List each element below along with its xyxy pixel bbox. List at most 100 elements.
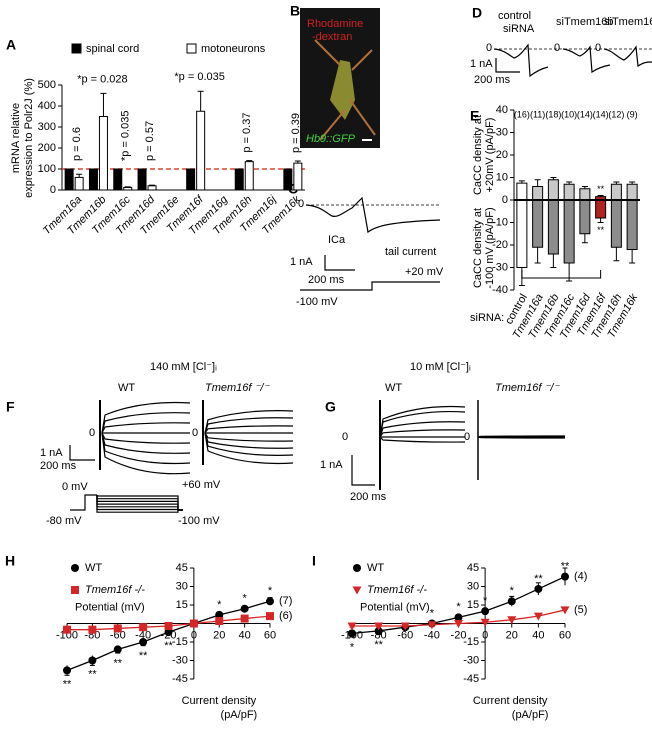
scale-bar	[495, 58, 520, 73]
voltage-step	[300, 281, 440, 291]
trace-label: 0	[554, 42, 560, 54]
y-tick-label: 45	[176, 562, 188, 574]
bar	[579, 199, 591, 235]
n-label: (11)	[530, 109, 545, 119]
voltage-protocol	[96, 495, 183, 511]
marker	[507, 597, 516, 606]
x-tick-label: 0	[482, 629, 488, 641]
x-axis-title: Potential (mV)	[75, 601, 145, 613]
marker	[348, 629, 356, 638]
scale-label: 200 ms	[474, 74, 511, 86]
trace	[204, 432, 294, 449]
trace	[204, 432, 294, 456]
significance: *	[483, 595, 488, 607]
scale-label: 1 nA	[40, 447, 63, 459]
trace	[101, 412, 191, 434]
bar	[244, 161, 254, 191]
panel-label: D	[472, 5, 482, 21]
condition-title: 10 mM [Cl⁻]ᵢ	[410, 361, 471, 373]
trace	[101, 422, 191, 434]
trace-label: 0	[464, 431, 470, 443]
x-tick-label: -80	[371, 629, 387, 641]
scale-label: 1 nA	[320, 459, 343, 471]
trace	[379, 405, 466, 438]
y-tick-label: 300	[38, 121, 56, 133]
scale-label: 200 ms	[350, 491, 387, 503]
trace	[379, 429, 466, 438]
bar	[626, 183, 638, 201]
n-label: (7)	[279, 595, 292, 607]
trace-label: 0	[342, 431, 348, 443]
marker	[215, 617, 224, 626]
bar	[123, 186, 133, 191]
x-tick-label: -20	[451, 629, 467, 641]
n-label: (14)	[593, 109, 609, 119]
legend-swatch	[186, 43, 197, 54]
scale-label: 200 ms	[40, 460, 77, 472]
trace	[204, 410, 294, 434]
y-tick-label: 10	[496, 171, 508, 183]
marker	[533, 612, 543, 621]
y-tick-label: 0	[50, 184, 56, 196]
legend-label: motoneurons	[201, 43, 266, 55]
marker	[507, 616, 517, 625]
marker	[113, 624, 122, 633]
y-tick-label: -30	[463, 654, 479, 666]
voltage-label: +60 mV	[182, 479, 221, 491]
marker	[560, 606, 570, 615]
y-tick-label: 20	[496, 149, 508, 161]
stain-label: -dextran	[312, 31, 352, 43]
scale-label: 1 nA	[470, 58, 493, 70]
marker	[454, 613, 463, 622]
significance: *	[430, 607, 435, 619]
y-tick-label: 200	[38, 142, 56, 154]
x-tick-label: 60	[559, 629, 571, 641]
y-tick-label: -15	[172, 636, 188, 648]
y-tick-label: -30	[172, 654, 188, 666]
scale-label: 200 ms	[308, 274, 345, 286]
legend-marker	[71, 586, 79, 594]
panel-label: C	[288, 181, 298, 197]
marker	[215, 610, 224, 619]
x-axis-title: Potential (mV)	[360, 601, 430, 613]
trace	[477, 435, 566, 438]
x-tick-label: -40	[424, 629, 440, 641]
y-axis-title: Current density	[182, 695, 257, 707]
marker	[88, 656, 97, 665]
legend-label: Tmem16f -/-	[85, 584, 145, 596]
marker	[454, 620, 463, 628]
marker	[374, 626, 383, 635]
n-label: (18)	[545, 109, 561, 119]
y-axis-title: (pA/pF)	[512, 709, 549, 721]
trace	[101, 401, 191, 434]
marker	[88, 625, 97, 634]
voltage-protocol	[70, 494, 97, 511]
bar	[88, 168, 98, 191]
bar	[579, 188, 591, 201]
legend-label: WT	[367, 562, 384, 574]
x-tick-label: 40	[532, 629, 544, 641]
panel-label: G	[325, 399, 336, 415]
p-value: *p = 0.028	[77, 73, 127, 85]
p-value: p = 0.37	[241, 113, 253, 153]
trace	[204, 432, 294, 465]
trace	[101, 432, 191, 454]
n-label: (9)	[627, 109, 638, 119]
n-label: (10)	[561, 109, 577, 119]
voltage-protocol	[96, 495, 183, 511]
trace	[379, 421, 466, 438]
significance: **	[113, 657, 122, 669]
y-tick-label: -20	[492, 239, 508, 251]
panel-label: F	[6, 399, 15, 415]
significance: **	[164, 640, 173, 652]
n-label: (6)	[279, 610, 292, 622]
genotype-label: WT	[118, 382, 135, 394]
trace-label: 0	[192, 427, 198, 439]
y-tick-label: -10	[492, 216, 508, 228]
y-tick-label: 40	[496, 104, 508, 116]
significance: **	[139, 650, 148, 662]
trace	[101, 432, 191, 475]
marker	[374, 622, 384, 631]
trace	[477, 436, 566, 439]
marker	[164, 628, 173, 637]
